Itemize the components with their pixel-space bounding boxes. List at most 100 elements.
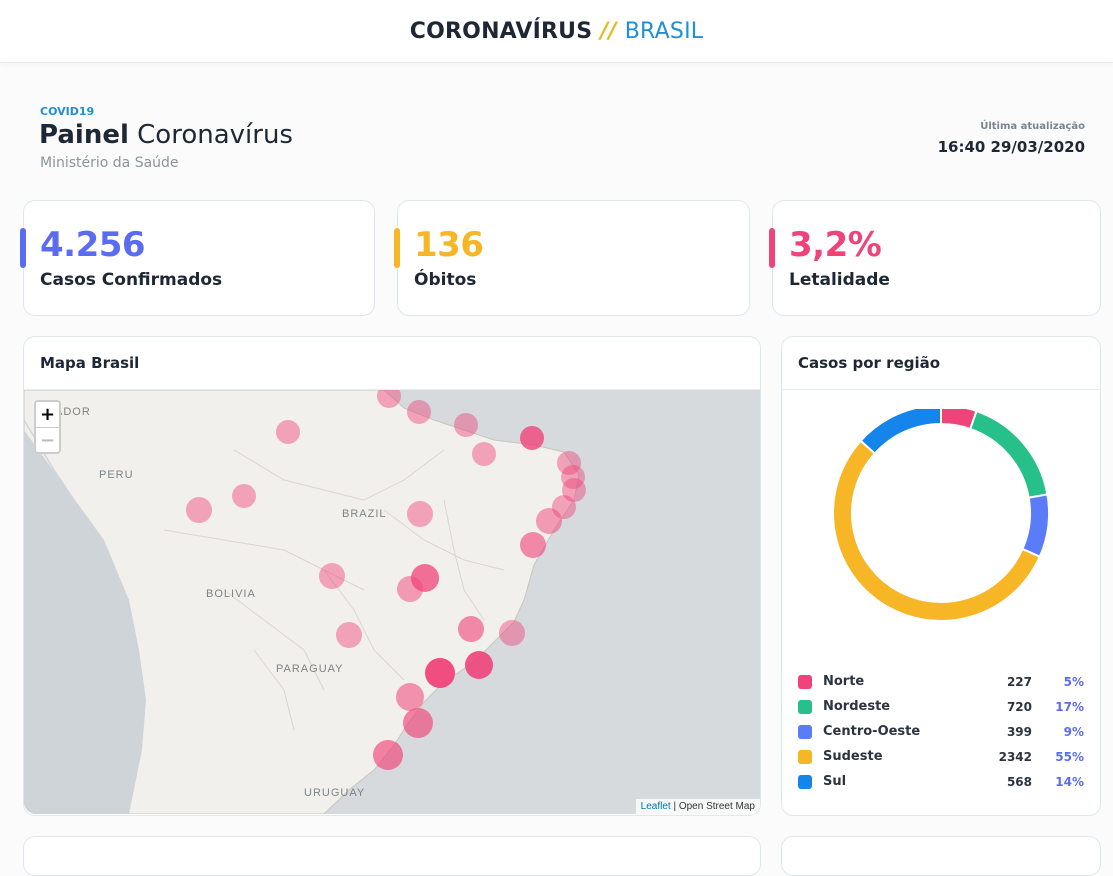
map-marker[interactable] [472,442,496,466]
stat-label-cases: Casos Confirmados [40,270,223,290]
bottom-panel-left [23,836,761,876]
map-label-bolivia: BOLIVIA [206,588,256,600]
map-panel: Mapa Brasil ADOR PERU BRAZIL BOLIVIA PAR… [23,336,761,816]
legend-item[interactable]: Centro-Oeste 399 9% [798,724,1084,742]
legend-count: 399 [1006,725,1032,739]
map-marker[interactable] [396,683,424,711]
legend-label: Sul [823,774,847,789]
brand-separator: // [600,18,617,44]
map-marker[interactable] [336,622,362,648]
stat-card-deaths: 136 Óbitos [394,200,750,316]
map-marker[interactable] [186,497,212,523]
legend-swatch [798,675,812,689]
borders [163,449,505,731]
map-base-layer [24,390,586,814]
legend-count: 2342 [998,750,1032,764]
last-update-value: 16:40 29/03/2020 [937,138,1085,156]
legend-label: Nordeste [823,699,891,714]
map-marker[interactable] [458,616,484,642]
page-tag: COVID19 [40,105,95,118]
map-marker[interactable] [276,420,300,444]
legend-swatch [798,775,812,789]
pacific-ocean [24,430,146,814]
legend-item[interactable]: Nordeste 720 17% [798,699,1084,717]
zoom-control: + − [34,400,61,454]
brand-sub-text: BRASIL [624,18,704,44]
map-marker[interactable] [373,740,403,770]
page-title-bold: Painel [39,120,129,150]
zoom-out-button[interactable]: − [36,427,59,452]
zoom-in-button[interactable]: + [39,404,56,425]
top-bar: CORONAVÍRUS // BRASIL [0,0,1113,63]
map-marker[interactable] [454,413,478,437]
brand-logo[interactable]: CORONAVÍRUS // BRASIL [410,19,703,44]
map-marker[interactable] [407,400,431,424]
last-update-label: Última atualização [980,121,1085,132]
map-marker[interactable] [465,651,493,679]
map-marker[interactable] [562,478,586,502]
legend-label: Norte [823,674,865,689]
map-marker[interactable] [520,426,544,450]
map-label-uruguay: URUGUAY [304,787,366,799]
map-marker[interactable] [520,532,546,558]
donut-slice-centro-oeste[interactable] [1021,493,1050,558]
legend-count: 227 [1006,675,1032,689]
map-bubbles [186,390,586,770]
map-label-peru: PERU [99,469,134,481]
donut-slice-sudeste[interactable] [832,439,1042,622]
map-marker[interactable] [319,563,345,589]
page-subtitle: Ministério da Saúde [40,155,179,171]
map-marker[interactable] [561,465,585,489]
legend-swatch [798,725,812,739]
map-attribution: Leaflet | Open Street Map [635,799,760,814]
map-marker[interactable] [377,390,401,408]
region-panel-title: Casos por região [798,354,941,372]
map-marker[interactable] [407,501,433,527]
stat-label-deaths: Óbitos [414,270,477,290]
page-title: Painel Coronavírus [39,120,293,150]
stat-value-cases: 4.256 [40,225,146,265]
map-label-ecuador: ADOR [55,406,91,418]
legend-percent: 17% [1055,700,1084,714]
leaflet-link[interactable]: Leaflet [640,801,671,812]
map-label-brazil: BRAZIL [342,508,387,520]
legend-percent: 55% [1055,750,1084,764]
stat-accent-bar [20,228,26,268]
map-marker[interactable] [499,620,525,646]
page-title-rest: Coronavírus [137,120,293,150]
panel-divider [782,389,1100,390]
brazil-map[interactable]: ADOR PERU BRAZIL BOLIVIA PARAGUAY URUGUA… [24,390,760,814]
donut-slice-nordeste[interactable] [968,409,1049,499]
legend-item[interactable]: Norte 227 5% [798,674,1084,692]
donut-chart [832,409,1050,622]
legend-count: 720 [1006,700,1032,714]
panel-divider [24,389,760,390]
legend-percent: 14% [1055,775,1084,789]
map-marker[interactable] [397,576,423,602]
brand-main-text: CORONAVÍRUS [409,18,593,44]
stat-label-lethality: Letalidade [789,270,890,290]
legend-item[interactable]: Sul 568 14% [798,774,1084,792]
map-panel-title: Mapa Brasil [40,354,140,372]
region-panel: Casos por região Norte 227 5% Nordeste 720 17… [781,336,1101,816]
stat-accent-bar [394,228,400,268]
legend-count: 568 [1006,775,1032,789]
stat-card-lethality: 3,2% Letalidade [769,200,1101,316]
legend-percent: 9% [1063,725,1084,739]
land-shape [24,390,580,814]
donut-slices [832,409,1050,622]
donut-slice-sul[interactable] [859,409,942,455]
map-marker[interactable] [425,658,455,688]
legend-label: Centro-Oeste [823,724,921,739]
legend-swatch [798,700,812,714]
stat-accent-bar [769,228,775,268]
map-marker[interactable] [536,508,562,534]
map-marker[interactable] [403,708,433,738]
map-marker[interactable] [557,451,581,475]
legend-swatch [798,750,812,764]
map-marker[interactable] [232,484,256,508]
stat-value-deaths: 136 [414,225,484,265]
stat-value-lethality: 3,2% [789,225,882,265]
legend-item[interactable]: Sudeste 2342 55% [798,749,1084,767]
legend-percent: 5% [1063,675,1084,689]
